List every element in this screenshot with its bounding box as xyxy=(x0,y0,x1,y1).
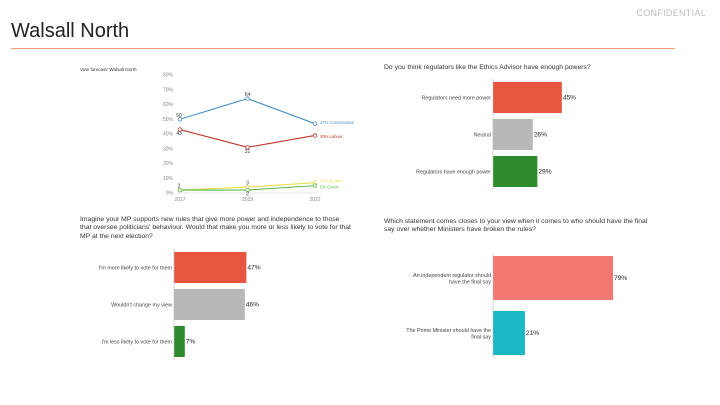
bar-value-label: 29% xyxy=(538,169,551,176)
bar-rect xyxy=(174,326,185,357)
x-tick-label: 2017 xyxy=(174,197,185,203)
question-final-say: Which statement comes closes to your vie… xyxy=(384,218,648,234)
series-end-label: 7% Lib Dem xyxy=(320,179,343,184)
bar-category-label: Neutral xyxy=(474,133,491,139)
question-ethics-powers: Do you think regulators like the Ethics … xyxy=(384,64,591,71)
bar-rect xyxy=(493,311,525,355)
title-divider xyxy=(11,48,675,49)
y-tick-label: 40% xyxy=(163,132,174,138)
series-point xyxy=(245,145,250,150)
bar-value-label: 7% xyxy=(186,339,196,346)
bar-value-label: 47% xyxy=(247,265,260,272)
series-point xyxy=(177,117,183,122)
series-end-label: 47% Conservative xyxy=(320,120,355,125)
bar-category-label: I'm less likely to vote for them xyxy=(101,340,172,346)
bar-rect xyxy=(493,82,562,113)
bar-category-label: final say xyxy=(471,334,491,340)
bar-rect xyxy=(493,156,538,187)
line-chart-title: Vote forecast: Walsall North xyxy=(80,67,137,72)
bar-rect xyxy=(174,252,247,283)
series-end-label: 39% Labour xyxy=(320,134,343,139)
bar-category-label: Wouldn't change my view xyxy=(111,303,172,309)
y-tick-label: 50% xyxy=(163,117,174,123)
bar-category-label: I'm more likely to vote for them xyxy=(99,266,173,272)
bar-value-label: 26% xyxy=(534,132,547,139)
series-point xyxy=(312,121,318,126)
y-tick-label: 20% xyxy=(163,161,174,167)
bar-category-label: have the final say xyxy=(449,279,491,285)
x-tick-label: 2019 xyxy=(242,197,253,203)
bar-rect xyxy=(493,119,533,150)
bar-rect xyxy=(174,289,245,320)
data-label: 50 xyxy=(176,113,182,119)
y-tick-label: 30% xyxy=(163,146,174,152)
y-tick-label: 80% xyxy=(163,73,174,79)
page-title: Walsall North xyxy=(11,20,130,42)
bar-category-label: Regulators have enough power xyxy=(416,170,491,176)
series-point xyxy=(312,133,318,138)
y-tick-label: 10% xyxy=(163,176,174,182)
bar-category-label: Regulators need more power xyxy=(421,96,491,102)
confidential-label: CONFIDENTIAL xyxy=(636,8,706,18)
series-line-1 xyxy=(179,129,316,148)
series-line-0 xyxy=(179,98,316,125)
data-label: 2 xyxy=(178,184,181,190)
series-point xyxy=(177,187,183,193)
data-label: 43 xyxy=(176,131,182,137)
data-label: 64 xyxy=(245,92,251,98)
x-tick-label: 2022 xyxy=(309,197,320,203)
y-tick-label: 60% xyxy=(163,102,174,108)
data-label: 3 xyxy=(246,181,249,187)
bar-value-label: 79% xyxy=(614,275,627,282)
bar-value-label: 46% xyxy=(246,302,259,309)
series-point xyxy=(312,183,318,188)
y-tick-label: 0% xyxy=(166,191,174,197)
question-mp-rules: Imagine your MP supports new rules that … xyxy=(80,216,351,240)
bar-category-label: An independent regulator should xyxy=(413,273,491,279)
series-point xyxy=(245,187,250,193)
bar-value-label: 45% xyxy=(563,95,576,102)
y-tick-label: 70% xyxy=(163,87,174,93)
bar-rect xyxy=(493,256,614,300)
series-point xyxy=(245,96,250,101)
data-label: 2 xyxy=(246,192,249,198)
series-point xyxy=(177,127,183,132)
data-label: 31 xyxy=(245,149,251,155)
bar-value-label: 21% xyxy=(526,330,539,337)
bar-category-label: The Prime Minister should have the xyxy=(406,328,491,334)
series-end-label: 5% Green xyxy=(320,185,340,190)
